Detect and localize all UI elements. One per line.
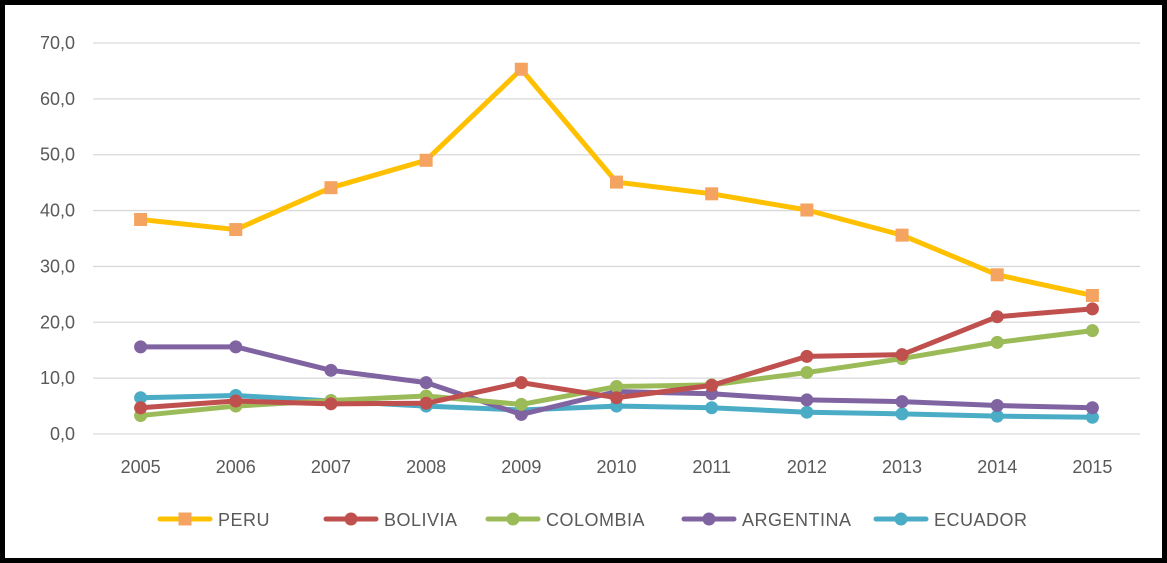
y-tick-label: 30,0 <box>40 256 75 276</box>
legend-marker <box>703 513 716 526</box>
y-tick-label: 0,0 <box>50 424 75 444</box>
y-tick-label: 40,0 <box>40 201 75 221</box>
data-point <box>705 379 718 392</box>
legend-item-colombia: COLOMBIA <box>488 510 645 530</box>
x-tick-label: 2009 <box>501 457 541 477</box>
gridlines <box>93 43 1140 434</box>
data-point <box>610 176 623 189</box>
data-point <box>991 399 1004 412</box>
data-point <box>800 350 813 363</box>
data-point <box>1086 289 1099 302</box>
data-point <box>420 376 433 389</box>
y-tick-label: 50,0 <box>40 145 75 165</box>
legend-label: BOLIVIA <box>384 510 458 530</box>
data-point <box>134 340 147 353</box>
data-point <box>991 310 1004 323</box>
x-tick-label: 2012 <box>787 457 827 477</box>
legend-label: COLOMBIA <box>546 510 645 530</box>
legend-marker <box>345 513 358 526</box>
legend-marker <box>895 513 908 526</box>
y-tick-label: 20,0 <box>40 312 75 332</box>
legend-label: ECUADOR <box>934 510 1028 530</box>
legend-marker <box>507 513 520 526</box>
data-point <box>1086 302 1099 315</box>
data-point <box>800 393 813 406</box>
x-tick-label: 2013 <box>882 457 922 477</box>
data-point <box>610 380 623 393</box>
x-tick-label: 2010 <box>596 457 636 477</box>
data-point <box>515 376 528 389</box>
data-point <box>800 406 813 419</box>
data-point <box>324 181 337 194</box>
data-point <box>991 268 1004 281</box>
data-point <box>1086 401 1099 414</box>
data-point <box>896 395 909 408</box>
data-point <box>800 204 813 217</box>
data-point <box>229 223 242 236</box>
y-tick-label: 10,0 <box>40 368 75 388</box>
y-tick-label: 70,0 <box>40 33 75 53</box>
data-point <box>1086 324 1099 337</box>
x-tick-label: 2014 <box>977 457 1017 477</box>
legend: PERU BOLIVIA COLOMBIA ARGENTINA ECUADOR <box>160 510 1028 530</box>
data-point <box>705 401 718 414</box>
data-point <box>610 391 623 404</box>
legend-item-bolivia: BOLIVIA <box>326 510 458 530</box>
x-tick-label: 2011 <box>692 457 731 477</box>
legend-item-ecuador: ECUADOR <box>876 510 1028 530</box>
legend-marker <box>179 513 192 526</box>
series-group <box>134 63 1099 424</box>
data-point <box>896 229 909 242</box>
x-axis-ticks: 2005 2006 2007 2008 2009 2010 2011 2012 2013 2014… <box>121 457 1113 477</box>
data-point <box>229 340 242 353</box>
legend-item-peru: PERU <box>160 510 270 530</box>
data-point <box>324 364 337 377</box>
data-point <box>420 397 433 410</box>
data-point <box>705 187 718 200</box>
data-point <box>896 407 909 420</box>
data-point <box>134 401 147 414</box>
x-tick-label: 2006 <box>216 457 256 477</box>
x-tick-label: 2015 <box>1072 457 1112 477</box>
data-point <box>229 395 242 408</box>
data-point <box>896 348 909 361</box>
x-tick-label: 2008 <box>406 457 446 477</box>
data-point <box>324 397 337 410</box>
y-tick-label: 60,0 <box>40 89 75 109</box>
x-tick-label: 2007 <box>311 457 351 477</box>
y-axis-ticks: 0,0 10,0 20,0 30,0 40,0 50,0 60,0 70,0 <box>40 33 75 444</box>
data-point <box>515 63 528 76</box>
data-point <box>420 154 433 167</box>
data-point <box>991 336 1004 349</box>
data-point <box>515 398 528 411</box>
x-tick-label: 2005 <box>121 457 161 477</box>
legend-label: PERU <box>218 510 270 530</box>
legend-item-argentina: ARGENTINA <box>684 510 852 530</box>
data-point <box>800 366 813 379</box>
legend-label: ARGENTINA <box>742 510 852 530</box>
data-point <box>134 213 147 226</box>
